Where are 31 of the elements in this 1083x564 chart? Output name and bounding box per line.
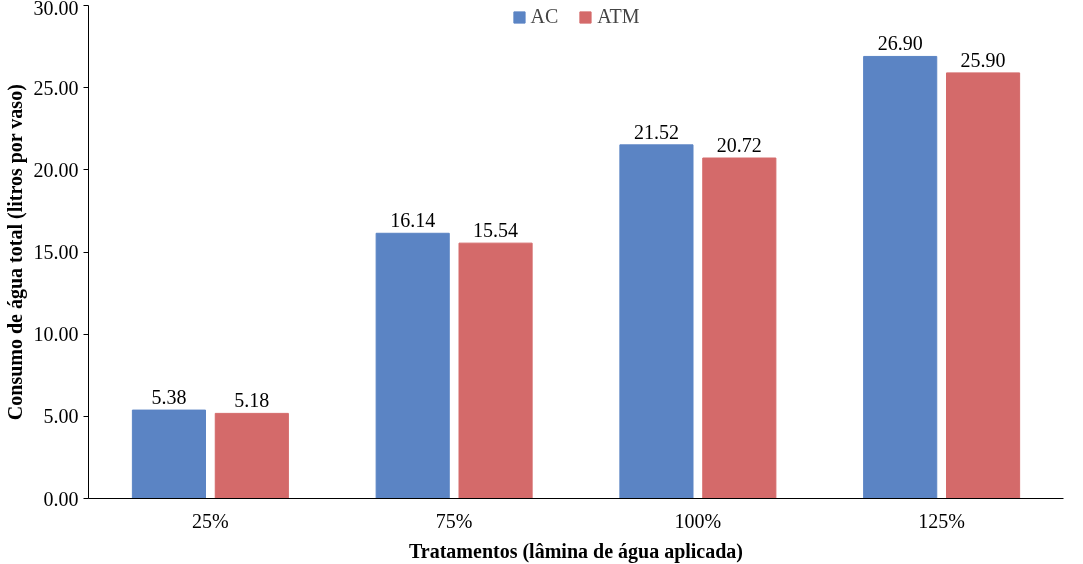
legend-label: ATM	[597, 5, 640, 28]
bar	[214, 412, 289, 499]
data-label: 20.72	[716, 134, 762, 156]
y-axis-title: Consumo de água total (litros por vaso)	[3, 84, 27, 421]
data-label: 15.54	[473, 219, 519, 242]
bar	[375, 232, 450, 499]
data-label: 26.90	[877, 32, 923, 55]
bar	[131, 409, 206, 499]
data-label: 25.90	[960, 48, 1006, 71]
bar	[863, 55, 938, 499]
bar	[619, 144, 694, 499]
y-tick-label: 15.00	[33, 241, 79, 263]
y-tick-label: 10.00	[33, 323, 79, 346]
x-tick-label: 25%	[192, 509, 229, 532]
legend-label: AC	[530, 5, 559, 28]
x-axis-title: Tratamentos (lâmina de água aplicada)	[408, 539, 744, 563]
bar	[946, 72, 1021, 499]
data-label: 21.52	[633, 120, 679, 143]
y-tick-label: 5.00	[43, 405, 79, 428]
data-label: 5.38	[151, 386, 187, 409]
y-tick-label: 0.00	[43, 487, 79, 510]
y-tick-label: 25.00	[33, 76, 79, 99]
x-tick-label: 125%	[918, 509, 965, 532]
data-label: 5.18	[234, 389, 270, 412]
bar	[702, 157, 777, 499]
y-tick-label: 30.00	[33, 0, 79, 19]
y-tick-label: 20.00	[33, 158, 79, 181]
bar	[458, 242, 533, 499]
data-label: 16.14	[390, 209, 436, 232]
x-tick-label: 75%	[435, 509, 473, 532]
x-tick-label: 100%	[674, 509, 722, 532]
